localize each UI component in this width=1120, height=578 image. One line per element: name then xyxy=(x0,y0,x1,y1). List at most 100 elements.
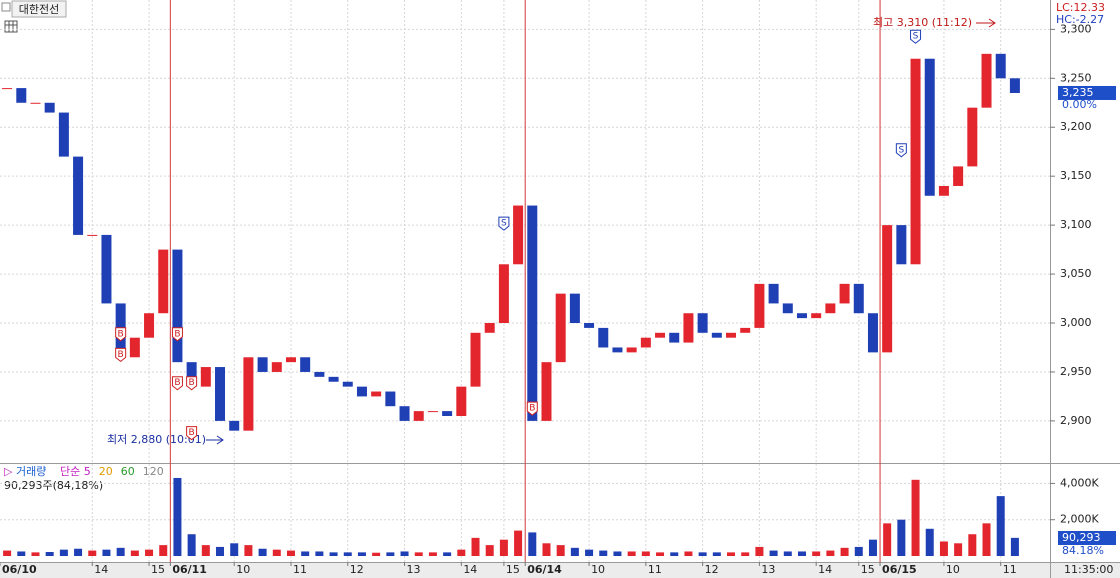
volume-marker: ▷ xyxy=(4,465,13,478)
legend-entry: 60 xyxy=(121,465,135,478)
volume-bar xyxy=(201,545,210,556)
x-tick-label: 13 xyxy=(761,563,775,576)
high-arrow xyxy=(976,18,996,28)
y-tick-label: 2,950 xyxy=(1060,365,1092,378)
volume-bar xyxy=(471,537,480,556)
volume-bar xyxy=(173,477,182,556)
volume-bar xyxy=(670,552,679,556)
volume-bar xyxy=(911,479,920,556)
candle xyxy=(513,205,524,265)
candle xyxy=(853,283,864,314)
signal-marker xyxy=(115,327,127,342)
x-tick-label: 11 xyxy=(1003,563,1017,576)
x-tick-label: 11 xyxy=(293,563,307,576)
y-tick-label: 3,300 xyxy=(1060,22,1092,35)
candle xyxy=(484,323,495,333)
volume-bar xyxy=(982,523,991,556)
last-price-box xyxy=(1058,85,1116,100)
checkbox[interactable] xyxy=(1,2,11,12)
hc-label: HC:-2.27 xyxy=(1056,13,1104,26)
volume-bar xyxy=(1010,537,1019,556)
candle xyxy=(598,327,609,348)
signal-marker xyxy=(115,347,127,362)
volume-bar xyxy=(826,550,835,556)
last-volume-label: 90,293 xyxy=(1062,531,1101,544)
volume-bar xyxy=(840,547,849,556)
volume-bar xyxy=(329,552,338,556)
table-icon[interactable] xyxy=(4,20,18,33)
candle xyxy=(215,367,226,421)
volume-bar xyxy=(88,550,97,556)
volume-bar xyxy=(727,552,736,556)
title-box xyxy=(11,0,67,18)
x-tick-label: 14 xyxy=(818,563,832,576)
candle xyxy=(101,234,112,304)
candle xyxy=(2,88,13,90)
volume-bar xyxy=(159,545,168,556)
candle xyxy=(413,411,424,421)
volume-bar xyxy=(45,552,54,556)
volume-bar xyxy=(272,549,281,556)
y-tick-label: 3,000 xyxy=(1060,316,1092,329)
candle xyxy=(172,249,183,363)
candle xyxy=(896,225,907,265)
candle xyxy=(498,264,509,324)
candle xyxy=(924,58,935,196)
candle xyxy=(726,332,737,338)
candle xyxy=(655,332,666,338)
candle xyxy=(58,112,69,157)
y-tick-label: 3,200 xyxy=(1060,120,1092,133)
volume-bar xyxy=(17,551,26,556)
candle xyxy=(129,337,140,358)
candle xyxy=(144,313,155,338)
signal-marker xyxy=(526,401,538,416)
signal-label: B xyxy=(118,350,124,360)
x-tick-label: 15 xyxy=(506,563,520,576)
volume-bar xyxy=(812,551,821,556)
change-label: 0.00% xyxy=(1062,98,1097,111)
volume-bar xyxy=(414,552,423,556)
signal-marker xyxy=(171,327,183,342)
volume-bar xyxy=(485,545,494,556)
candle xyxy=(356,386,367,397)
candle xyxy=(640,337,651,348)
volume-bar xyxy=(528,532,537,556)
candle xyxy=(1009,78,1020,93)
candle xyxy=(257,357,268,372)
volume-bar xyxy=(741,552,750,556)
volume-bar xyxy=(59,549,68,556)
candle xyxy=(385,391,396,407)
volume-bar xyxy=(386,552,395,556)
volume-bar xyxy=(570,547,579,556)
volume-bar xyxy=(755,546,764,556)
x-tick-label: 14 xyxy=(94,563,108,576)
candle xyxy=(427,411,438,413)
signal-label: S xyxy=(913,32,919,42)
y-tick-label: 3,050 xyxy=(1060,267,1092,280)
candle xyxy=(754,283,765,328)
candle xyxy=(371,391,382,397)
volume-bar xyxy=(499,539,508,556)
volume-bar xyxy=(684,551,693,556)
volume-bar xyxy=(996,496,1005,556)
candle xyxy=(44,102,55,113)
signal-label: B xyxy=(118,329,124,339)
last-volume-box xyxy=(1058,531,1116,545)
volume-bar xyxy=(542,543,551,556)
x-tick-label: 10 xyxy=(591,563,605,576)
x-tick-label: 06/10 xyxy=(2,563,37,576)
candle xyxy=(612,347,623,353)
signal-marker xyxy=(186,426,198,441)
y-tick-label: 3,150 xyxy=(1060,169,1092,182)
candle xyxy=(30,102,41,104)
candle xyxy=(669,332,680,343)
signal-label: B xyxy=(529,404,535,414)
y-tick-label: 4,000K xyxy=(1060,476,1099,489)
signal-label: S xyxy=(501,219,507,229)
candle xyxy=(683,313,694,343)
x-tick-label: 12 xyxy=(705,563,719,576)
volume-bar xyxy=(585,549,594,556)
signal-label: S xyxy=(898,145,904,155)
chart-title: 대한전선 xyxy=(19,3,59,16)
